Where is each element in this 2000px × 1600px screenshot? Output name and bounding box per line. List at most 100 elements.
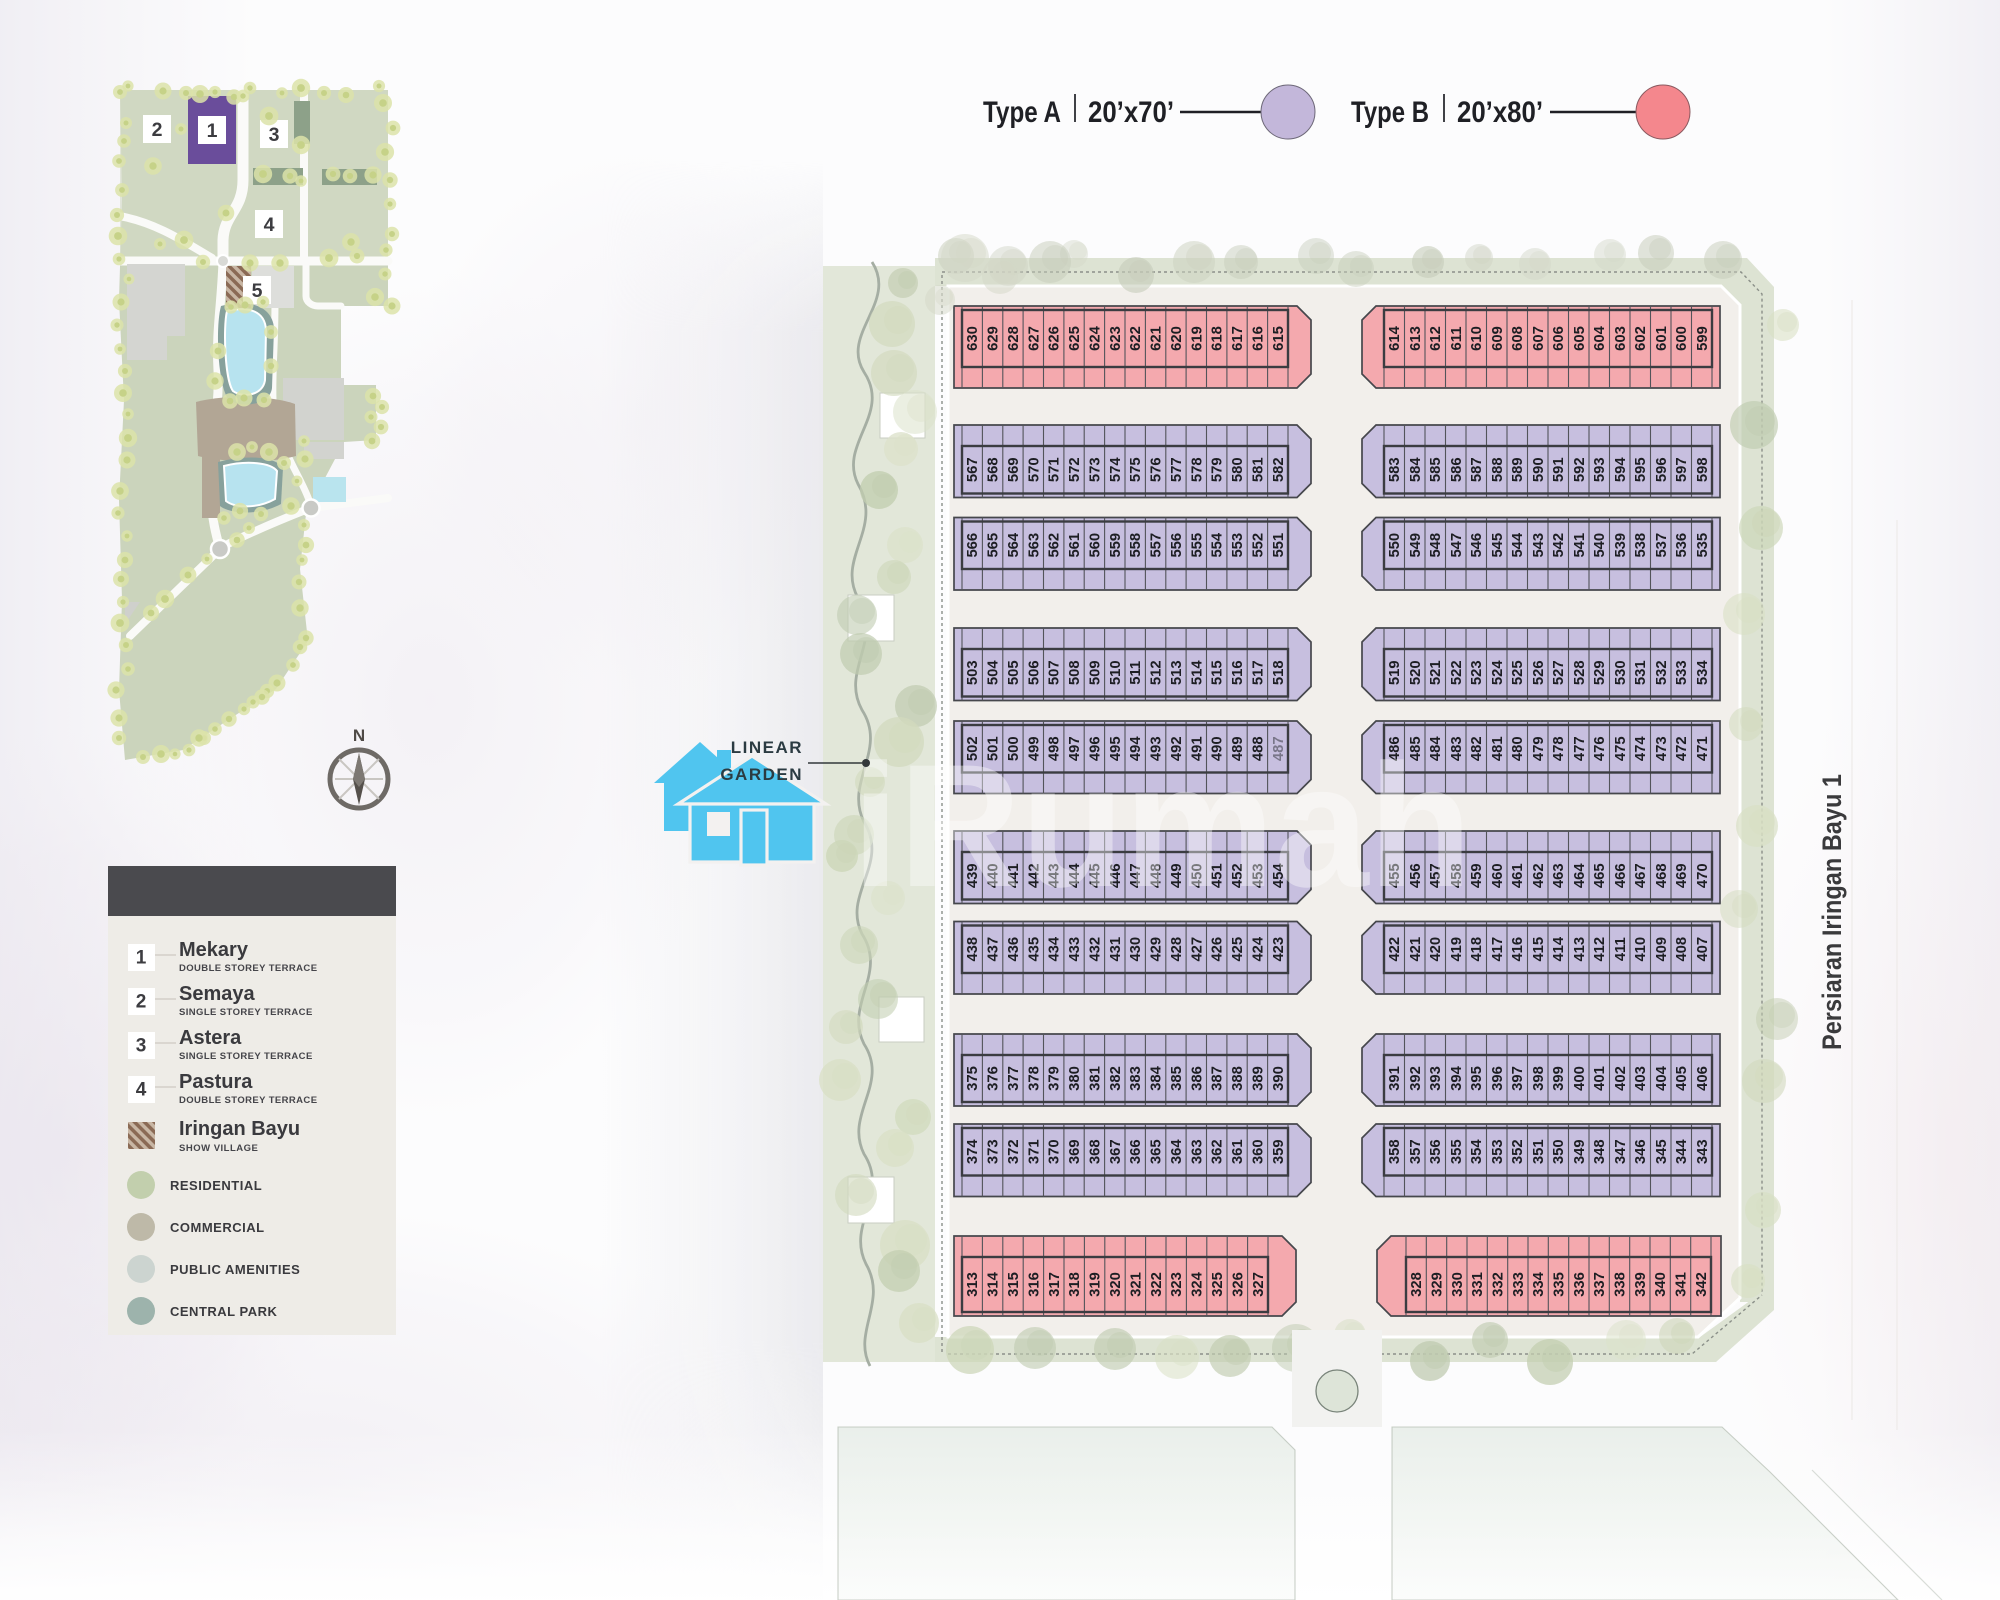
svg-text:320: 320 — [1108, 1272, 1124, 1297]
svg-text:621: 621 — [1149, 326, 1165, 351]
svg-text:625: 625 — [1067, 326, 1083, 351]
svg-text:390: 390 — [1271, 1066, 1287, 1091]
svg-text:471: 471 — [1695, 736, 1711, 761]
svg-text:517: 517 — [1250, 660, 1266, 685]
svg-text:571: 571 — [1047, 457, 1063, 482]
svg-text:590: 590 — [1531, 457, 1547, 482]
svg-text:560: 560 — [1087, 533, 1103, 558]
svg-text:498: 498 — [1047, 736, 1063, 761]
svg-text:473: 473 — [1654, 736, 1670, 761]
svg-text:3: 3 — [269, 124, 280, 146]
svg-text:351: 351 — [1531, 1139, 1547, 1164]
svg-text:505: 505 — [1006, 660, 1022, 685]
svg-text:573: 573 — [1087, 457, 1103, 482]
svg-text:484: 484 — [1428, 736, 1444, 761]
svg-text:549: 549 — [1408, 533, 1424, 558]
svg-text:1: 1 — [136, 948, 147, 969]
svg-text:332: 332 — [1491, 1272, 1507, 1297]
svg-text:405: 405 — [1674, 1066, 1690, 1091]
svg-text:382: 382 — [1108, 1066, 1124, 1091]
svg-text:383: 383 — [1128, 1066, 1144, 1091]
svg-text:433: 433 — [1067, 937, 1083, 962]
svg-text:482: 482 — [1469, 736, 1485, 761]
svg-text:407: 407 — [1695, 937, 1711, 962]
svg-text:544: 544 — [1510, 532, 1526, 557]
svg-text:434: 434 — [1047, 936, 1063, 961]
svg-text:612: 612 — [1428, 326, 1444, 351]
svg-text:419: 419 — [1449, 937, 1465, 962]
svg-text:555: 555 — [1189, 533, 1205, 558]
svg-text:503: 503 — [965, 660, 981, 685]
svg-text:366: 366 — [1128, 1139, 1144, 1164]
svg-text:524: 524 — [1490, 660, 1506, 685]
svg-text:404: 404 — [1654, 1065, 1670, 1090]
svg-text:567: 567 — [965, 457, 981, 482]
svg-text:330: 330 — [1450, 1272, 1466, 1297]
svg-text:427: 427 — [1189, 937, 1205, 962]
svg-text:540: 540 — [1592, 533, 1608, 558]
svg-text:370: 370 — [1047, 1139, 1063, 1164]
svg-text:620: 620 — [1169, 326, 1185, 351]
svg-text:PUBLIC AMENITIES: PUBLIC AMENITIES — [170, 1262, 300, 1277]
svg-text:466: 466 — [1613, 863, 1629, 888]
svg-text:521: 521 — [1428, 660, 1444, 685]
svg-text:522: 522 — [1449, 660, 1465, 685]
svg-text:506: 506 — [1026, 660, 1042, 685]
svg-text:603: 603 — [1613, 326, 1629, 351]
svg-text:483: 483 — [1449, 736, 1465, 761]
svg-text:462: 462 — [1531, 863, 1547, 888]
svg-text:496: 496 — [1087, 736, 1103, 761]
svg-text:576: 576 — [1149, 457, 1165, 482]
svg-text:599: 599 — [1695, 326, 1711, 351]
svg-text:525: 525 — [1510, 660, 1526, 685]
svg-text:495: 495 — [1108, 736, 1124, 761]
svg-text:575: 575 — [1128, 457, 1144, 482]
svg-text:565: 565 — [986, 533, 1002, 558]
svg-text:586: 586 — [1449, 457, 1465, 482]
svg-text:343: 343 — [1695, 1139, 1711, 1164]
svg-text:425: 425 — [1230, 937, 1246, 962]
svg-text:584: 584 — [1408, 457, 1424, 482]
svg-text:iRumah: iRumah — [852, 729, 1472, 924]
svg-text:Semaya: Semaya — [179, 983, 255, 1005]
svg-text:413: 413 — [1572, 937, 1588, 962]
svg-text:606: 606 — [1551, 326, 1567, 351]
svg-text:319: 319 — [1088, 1272, 1104, 1297]
svg-text:RESIDENTIAL: RESIDENTIAL — [170, 1178, 262, 1193]
svg-text:408: 408 — [1674, 937, 1690, 962]
svg-text:562: 562 — [1047, 533, 1063, 558]
svg-text:313: 313 — [965, 1272, 981, 1297]
svg-text:578: 578 — [1189, 457, 1205, 482]
svg-text:415: 415 — [1531, 937, 1547, 962]
svg-text:409: 409 — [1654, 937, 1670, 962]
svg-text:469: 469 — [1674, 863, 1690, 888]
svg-text:490: 490 — [1210, 736, 1226, 761]
svg-text:428: 428 — [1169, 937, 1185, 962]
svg-text:533: 533 — [1674, 660, 1690, 685]
svg-text:416: 416 — [1510, 937, 1526, 962]
svg-text:399: 399 — [1551, 1066, 1567, 1091]
svg-text:479: 479 — [1531, 736, 1547, 761]
svg-text:446: 446 — [1108, 863, 1124, 888]
svg-text:355: 355 — [1449, 1139, 1465, 1164]
svg-text:440: 440 — [986, 863, 1002, 888]
svg-text:DOUBLE STOREY TERRACE: DOUBLE STOREY TERRACE — [179, 1095, 317, 1106]
svg-text:455: 455 — [1387, 863, 1403, 888]
svg-text:424: 424 — [1250, 936, 1266, 961]
svg-text:614: 614 — [1387, 325, 1403, 350]
svg-text:472: 472 — [1674, 736, 1690, 761]
svg-text:357: 357 — [1408, 1139, 1424, 1164]
svg-text:542: 542 — [1551, 533, 1567, 558]
svg-text:519: 519 — [1387, 660, 1403, 685]
svg-text:617: 617 — [1230, 326, 1246, 351]
svg-text:403: 403 — [1633, 1066, 1649, 1091]
svg-text:559: 559 — [1108, 533, 1124, 558]
svg-text:509: 509 — [1087, 660, 1103, 685]
svg-text:20’x70’: 20’x70’ — [1088, 96, 1174, 129]
svg-text:601: 601 — [1654, 326, 1670, 351]
svg-text:494: 494 — [1128, 736, 1144, 761]
svg-text:386: 386 — [1189, 1066, 1205, 1091]
svg-text:325: 325 — [1210, 1272, 1226, 1297]
svg-text:516: 516 — [1230, 660, 1246, 685]
svg-text:Type B: Type B — [1351, 96, 1429, 129]
